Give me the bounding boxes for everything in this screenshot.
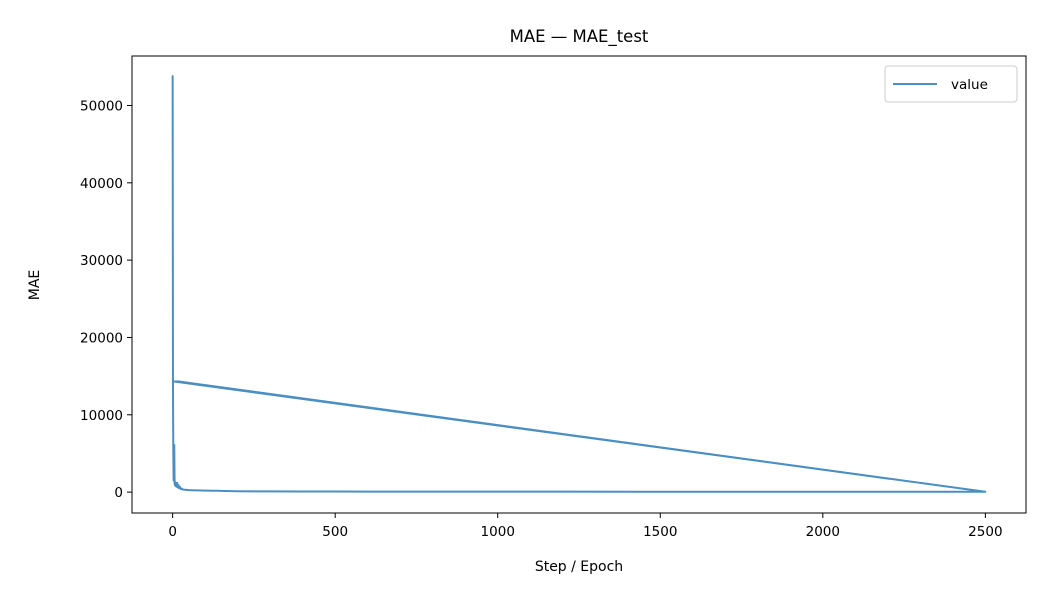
series-line-value bbox=[171, 75, 987, 493]
y-tick-label: 30000 bbox=[80, 253, 123, 269]
y-axis-label: MAE bbox=[27, 270, 43, 301]
legend: value bbox=[884, 65, 1018, 103]
y-tick-label: 0 bbox=[114, 485, 123, 501]
x-tick-label: 1500 bbox=[643, 524, 677, 540]
plot-frame bbox=[131, 55, 1027, 514]
x-tick-label: 500 bbox=[322, 524, 348, 540]
y-tick-label: 20000 bbox=[80, 330, 123, 346]
y-tick-label: 10000 bbox=[80, 408, 123, 424]
x-tick-label: 2500 bbox=[968, 524, 1002, 540]
ticks-layer: 0 500 1000 1500 2000 2500 0 10000 20000 30000 4000… bbox=[80, 98, 1002, 540]
x-tick-label: 2000 bbox=[806, 524, 840, 540]
x-tick-label: 1000 bbox=[481, 524, 515, 540]
chart-title: MAE — MAE_test bbox=[510, 27, 649, 47]
legend-label-value: value bbox=[951, 77, 988, 93]
y-tick-label: 40000 bbox=[80, 176, 123, 192]
x-tick-label: 0 bbox=[168, 524, 177, 540]
plot-layer bbox=[171, 75, 987, 493]
legend-box bbox=[884, 65, 1018, 103]
x-axis-label: Step / Epoch bbox=[535, 559, 623, 575]
y-tick-label: 50000 bbox=[80, 98, 123, 114]
